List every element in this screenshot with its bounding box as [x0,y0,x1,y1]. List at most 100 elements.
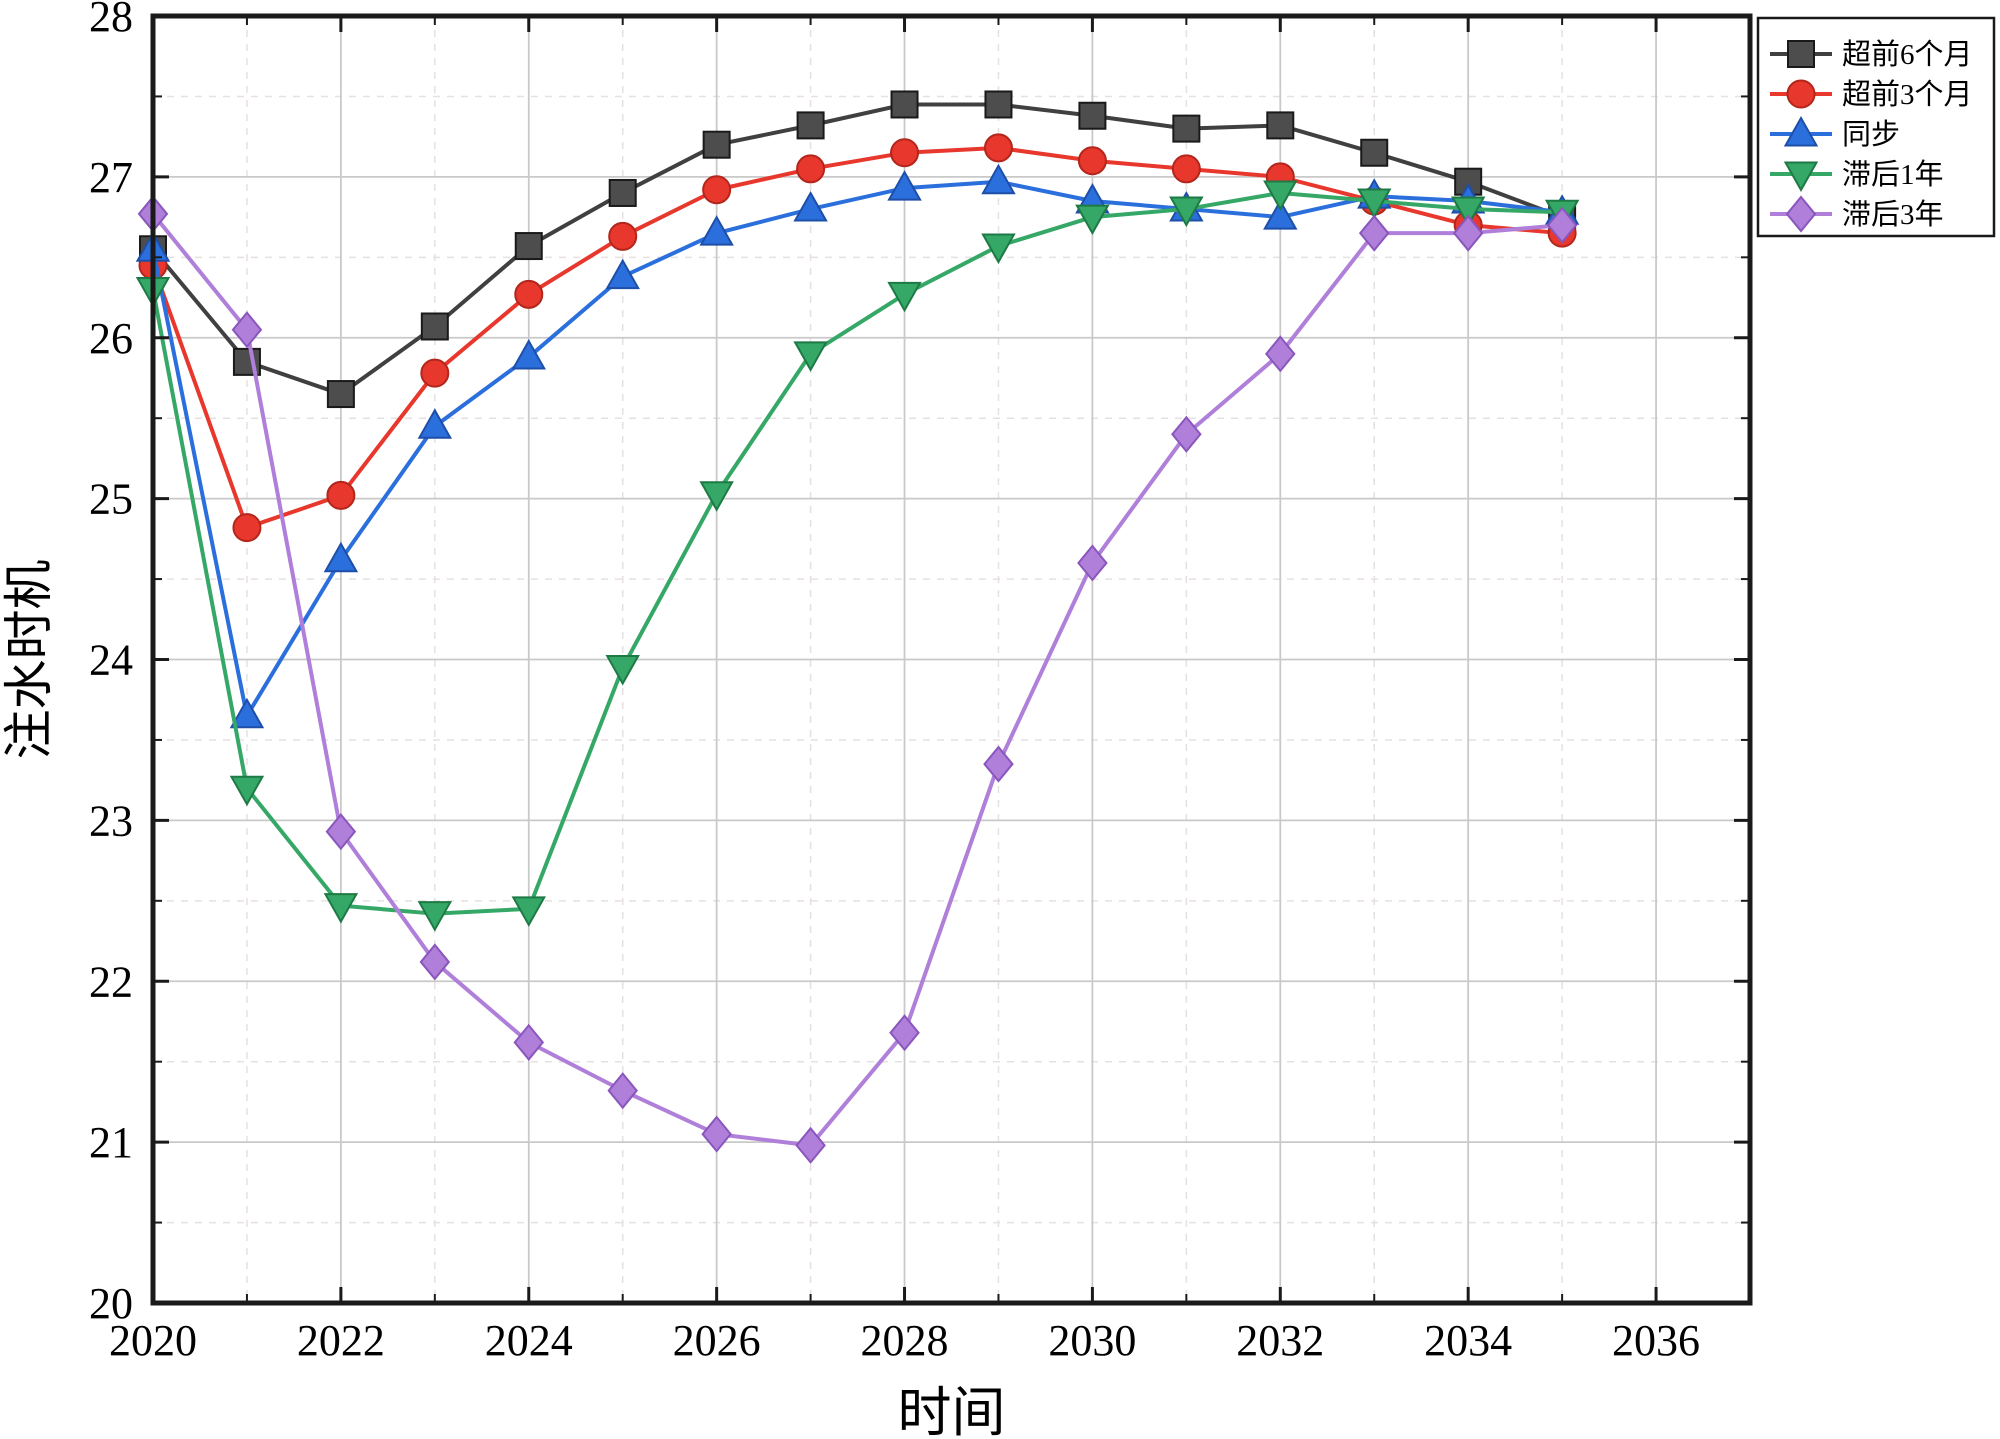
x-tick-label: 2022 [297,1316,385,1365]
triangle-up-marker [1783,115,1819,147]
square-marker [984,90,1013,119]
triangle-up-marker [417,408,453,439]
x-tick-label: 2026 [673,1316,761,1365]
circle-marker [890,138,920,168]
square-marker [1360,138,1389,167]
x-tick-label: 2032 [1236,1316,1324,1365]
legend-entry: 同步 [1770,115,1900,151]
circle-marker [1171,154,1201,184]
triangle-down-marker [1075,204,1110,236]
square-marker [1266,111,1295,140]
square-marker [796,111,825,140]
triangle-up-marker [793,191,828,222]
diamond-marker [701,1115,732,1153]
circle-marker [420,358,450,388]
legend-entry: 超前3个月 [1770,78,1973,111]
square-marker [890,90,919,119]
x-tick-label: 2030 [1048,1316,1136,1365]
legend-label: 滞后3年 [1842,198,1944,231]
series-line [151,102,1563,397]
triangle-down-marker [323,893,359,924]
triangle-down-marker [605,655,640,686]
triangle-down-marker [887,281,922,313]
x-tick-label: 2036 [1612,1316,1700,1365]
y-tick-label: 20 [89,1279,133,1328]
square-marker [514,232,543,261]
x-tick-label: 2034 [1424,1316,1512,1365]
major-gridlines [153,16,1750,1303]
triangle-up-marker [605,258,640,290]
diamond-marker [607,1072,639,1110]
circle-marker [232,513,262,543]
y-tick-label: 28 [89,0,133,41]
triangle-up-marker [699,215,734,246]
diamond-marker [419,943,451,981]
legend-label: 超前3个月 [1842,78,1973,111]
triangle-down-marker [1169,196,1204,228]
diamond-marker [325,813,357,851]
diamond-marker [1785,195,1817,233]
triangle-down-marker [793,341,828,372]
circle-marker [608,221,638,251]
series-line [151,179,1563,718]
diamond-marker [983,745,1014,783]
circle-marker [796,154,826,184]
diamond-marker [1546,206,1578,244]
triangle-down-marker [981,233,1016,265]
diamond-marker [889,1014,920,1052]
y-tick-label: 25 [89,475,133,524]
diamond-marker [1077,544,1108,582]
series-line [151,145,1563,530]
triangle-up-marker [1263,199,1298,230]
y-tick-label: 21 [89,1118,133,1167]
diamond-marker [513,1023,545,1061]
tick-marks [151,14,1750,1305]
legend-entry: 超前6个月 [1770,38,1973,71]
y-tick-labels: 20 21 22 23 24 25 26 27 28 [89,0,133,1328]
triangle-up-marker [981,163,1016,195]
triangle-down-marker [511,896,546,927]
square-marker [702,130,731,159]
triangle-up-marker [887,170,922,201]
triangle-up-marker [229,697,265,729]
triangle-down-marker [1357,188,1392,220]
series-line [151,190,1563,916]
circle-marker [1786,79,1816,109]
x-tick-label: 2024 [485,1316,573,1365]
diamond-marker [795,1126,826,1164]
y-tick-label: 26 [89,314,133,363]
triangle-down-marker [1783,161,1819,193]
x-tick-label: 2020 [109,1316,197,1365]
diamond-marker [1171,415,1202,453]
square-marker [1078,101,1107,130]
triangle-down-marker [229,775,265,807]
circle-marker [1077,146,1107,176]
diamond-marker [1358,214,1390,252]
circle-marker [326,480,356,510]
legend-entry: 滞后1年 [1770,158,1944,193]
series-line [151,212,1563,1148]
square-marker [608,178,637,207]
x-axis-title: 时间 [898,1383,1006,1439]
circle-marker [514,279,544,309]
y-tick-label: 27 [89,153,133,202]
y-axis-title: 注水时机 [1,560,57,760]
x-tick-label: 2028 [861,1316,949,1365]
x-tick-labels: 2020 2022 2024 2026 2028 2030 2032 2034 2036 [109,1316,1700,1365]
y-tick-label: 23 [89,796,133,845]
y-tick-label: 22 [89,957,133,1006]
square-marker [1172,114,1201,143]
legend-label: 同步 [1842,118,1900,151]
triangle-down-marker [417,901,453,932]
triangle-down-marker [1263,180,1298,211]
triangle-up-marker [323,541,359,573]
y-tick-label: 24 [89,636,133,685]
series-4 [137,195,1578,1164]
square-marker [326,380,355,409]
circle-marker [983,133,1013,163]
circle-marker [702,175,732,205]
diamond-marker [231,311,263,349]
